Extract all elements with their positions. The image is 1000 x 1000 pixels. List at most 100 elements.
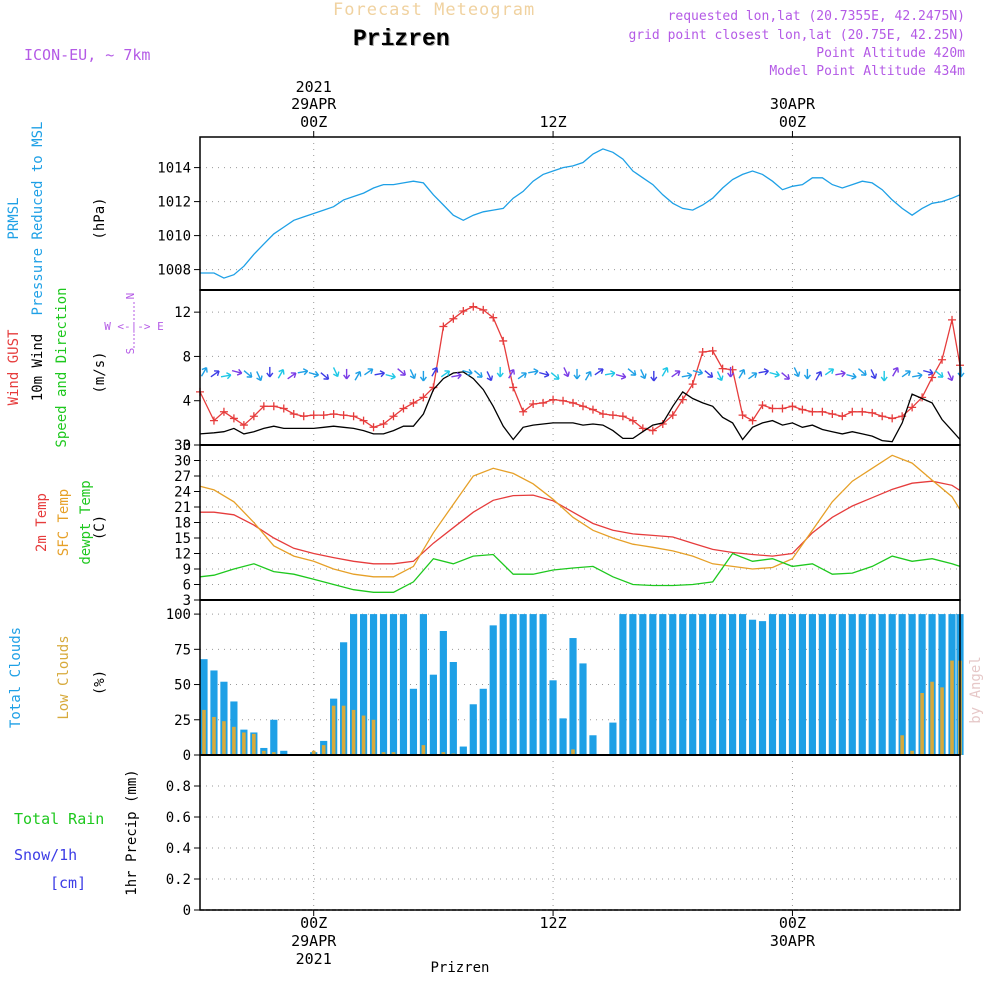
y-tick-label: 1008	[157, 263, 191, 279]
wind-arrow	[397, 368, 406, 376]
wind-arrow	[266, 366, 274, 378]
total-cloud-bar	[768, 614, 777, 755]
low-cloud-bar	[311, 750, 316, 755]
gust-marker	[888, 414, 897, 423]
wind-arrow-shaft	[563, 367, 569, 377]
wind-arrow-shaft	[550, 372, 560, 380]
total-cloud-bar	[379, 614, 388, 755]
wind-arrow	[923, 368, 934, 376]
wind-arrow-head	[379, 370, 385, 378]
y-tick-label: 18	[174, 516, 191, 532]
compass-north: N	[124, 293, 137, 300]
axis-label: Low Clouds	[56, 635, 72, 719]
wind-arrow	[738, 368, 746, 379]
wind-arrow-head	[598, 368, 604, 375]
y-tick-label: 33	[174, 438, 191, 454]
total-cloud-bar	[210, 670, 218, 755]
wind-arrow-shaft	[748, 372, 758, 380]
gust-marker	[389, 412, 398, 421]
gust-marker	[648, 426, 657, 435]
low-cloud-bar	[950, 660, 954, 755]
top-year-label: 2021	[296, 78, 332, 96]
y-tick-label: 4	[183, 394, 191, 410]
low-cloud-bar	[571, 749, 575, 755]
wind-arrow	[803, 368, 811, 380]
wind-arrow	[256, 371, 263, 382]
low-cloud-bar	[222, 721, 226, 755]
gust-marker	[509, 383, 518, 392]
y-tick-label: 12	[174, 305, 191, 321]
gust-marker	[908, 403, 917, 412]
wind-arrow-shaft	[793, 367, 800, 377]
precip-legend-label: [cm]	[50, 874, 86, 892]
gust-marker	[868, 408, 877, 417]
precip-legend-label: Total Rain	[14, 810, 104, 828]
wind-arrow	[440, 370, 451, 378]
wind-arrow-head	[917, 372, 923, 380]
wind-arrow-shaft	[671, 370, 681, 378]
wind-arrow-head	[630, 370, 637, 376]
gust-marker	[828, 410, 837, 418]
wind-arrow	[243, 370, 253, 378]
total-cloud-bar	[838, 614, 846, 755]
wind-arrow-head	[686, 372, 693, 380]
wind-arrow	[496, 366, 504, 378]
top-hour-label: 12Z	[540, 113, 567, 131]
wind-arrow-head	[533, 368, 539, 376]
total-cloud-bar	[748, 619, 757, 755]
gust-marker	[229, 414, 238, 423]
total-cloud-bar	[459, 746, 467, 755]
total-cloud-bar	[719, 614, 727, 755]
prmsl-line	[200, 148, 961, 279]
bottom-hour-label: 12Z	[540, 914, 567, 932]
y-tick-label: 1014	[157, 161, 191, 177]
y-tick-label: 12	[174, 547, 191, 563]
wind-arrow-shaft	[451, 374, 462, 378]
gust-marker	[299, 412, 308, 421]
wind-arrow-head	[880, 376, 888, 382]
total-cloud-bar	[878, 614, 886, 755]
model-altitude: Model Point Altitude 434m	[769, 64, 965, 79]
wind-arrow-head	[266, 372, 274, 378]
wind-arrow	[704, 370, 714, 378]
total-cloud-bar	[908, 614, 916, 755]
wind-arrow-head	[553, 374, 560, 380]
wind-arrow-shaft	[486, 371, 492, 381]
wind-arrow-shaft	[243, 370, 253, 378]
wind-arrow-head	[432, 366, 439, 373]
bottom-year-label: 2021	[296, 950, 332, 968]
total-cloud-bar	[689, 614, 697, 755]
y-tick-label: 0.4	[166, 841, 191, 857]
total-cloud-bar	[509, 614, 517, 755]
wind-arrow-head	[840, 370, 846, 378]
wind-arrow-head	[947, 375, 954, 382]
panel-precip: 0 0.2 0.4 0.6 0.8 1hr Precip (mm) Total Rain Sn…	[14, 754, 961, 919]
y-tick-label: 50	[174, 678, 191, 694]
wind-arrow-shaft	[934, 370, 944, 378]
gust-marker	[309, 411, 318, 420]
total-cloud-bar	[559, 718, 567, 755]
wind-arrow	[451, 372, 462, 380]
wind-arrow-shaft	[892, 367, 899, 377]
unit-label: (%)	[92, 670, 108, 695]
y-tick-label: 6	[183, 578, 191, 594]
wind-arrow	[385, 372, 396, 380]
gust-marker	[678, 395, 687, 404]
grid-point-coords: grid point closest lon,lat (20.75E, 42.2…	[628, 28, 965, 43]
total-cloud-bar	[778, 614, 787, 755]
wind-arrow-head	[496, 372, 504, 378]
wind-arrow	[857, 368, 867, 376]
gust-marker	[209, 416, 218, 425]
wind-arrow	[210, 370, 220, 378]
wind-arrow-head	[477, 372, 483, 378]
total-cloud-bar	[369, 614, 378, 755]
2m-temp-line	[200, 480, 961, 565]
wind-arrow-shaft	[681, 374, 692, 378]
low-cloud-bar	[371, 719, 376, 755]
wind-arrow-head	[390, 372, 396, 380]
low-cloud-bar	[391, 752, 396, 755]
wind-arrow-shaft	[923, 369, 934, 374]
total-cloud-bar	[549, 680, 557, 755]
gust-marker	[848, 407, 857, 416]
total-cloud-bar	[679, 614, 687, 755]
